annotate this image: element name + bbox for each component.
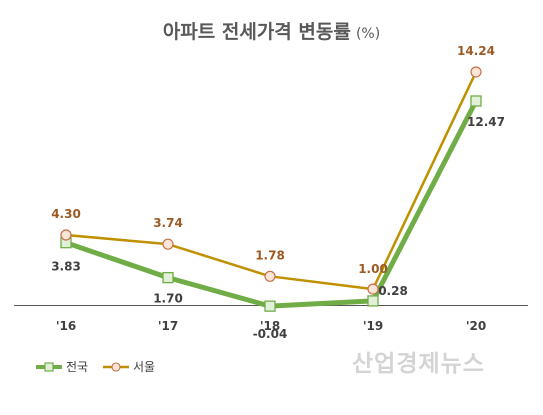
watermark-logo: 산업경제뉴스 [352, 351, 485, 377]
data-point-seoul [162, 238, 174, 250]
x-tick-label: '19 [363, 319, 383, 333]
chart-title-unit: (%) [355, 26, 381, 42]
data-label-seoul: 3.74 [153, 216, 183, 230]
legend-label-national: 전국 [66, 360, 88, 374]
data-point-national [264, 300, 276, 312]
legend-label-seoul: 서울 [133, 360, 155, 374]
data-label-national: 1.70 [153, 292, 183, 306]
x-tick-label: '20 [466, 319, 486, 333]
data-point-national [162, 271, 174, 284]
data-label-seoul: 4.30 [51, 207, 81, 221]
data-point-national [470, 95, 482, 107]
legend-marker-seoul [111, 362, 121, 372]
data-point-seoul [264, 270, 276, 282]
x-tick-label: '16 [56, 319, 76, 333]
data-point-national [367, 295, 379, 307]
data-label-national: -0.04 [253, 327, 288, 341]
chart-title: 아파트 전세가격 변동률 (%) [0, 17, 543, 44]
x-tick-label: '18 [260, 319, 280, 333]
data-label-seoul: 1.78 [255, 248, 285, 262]
data-label-national: 3.83 [51, 260, 81, 274]
data-label-national: 0.28 [378, 284, 408, 298]
data-point-seoul [470, 66, 482, 78]
data-label-seoul: 1.00 [358, 262, 388, 276]
data-point-seoul [367, 283, 379, 295]
data-label-seoul: 14.24 [457, 44, 495, 58]
data-label-national: 12.47 [467, 115, 505, 129]
x-tick-label: '17 [158, 319, 178, 333]
chart-title-text: 아파트 전세가격 변동률 [162, 21, 351, 43]
legend-marker-national [44, 362, 54, 372]
data-point-seoul [60, 229, 72, 241]
